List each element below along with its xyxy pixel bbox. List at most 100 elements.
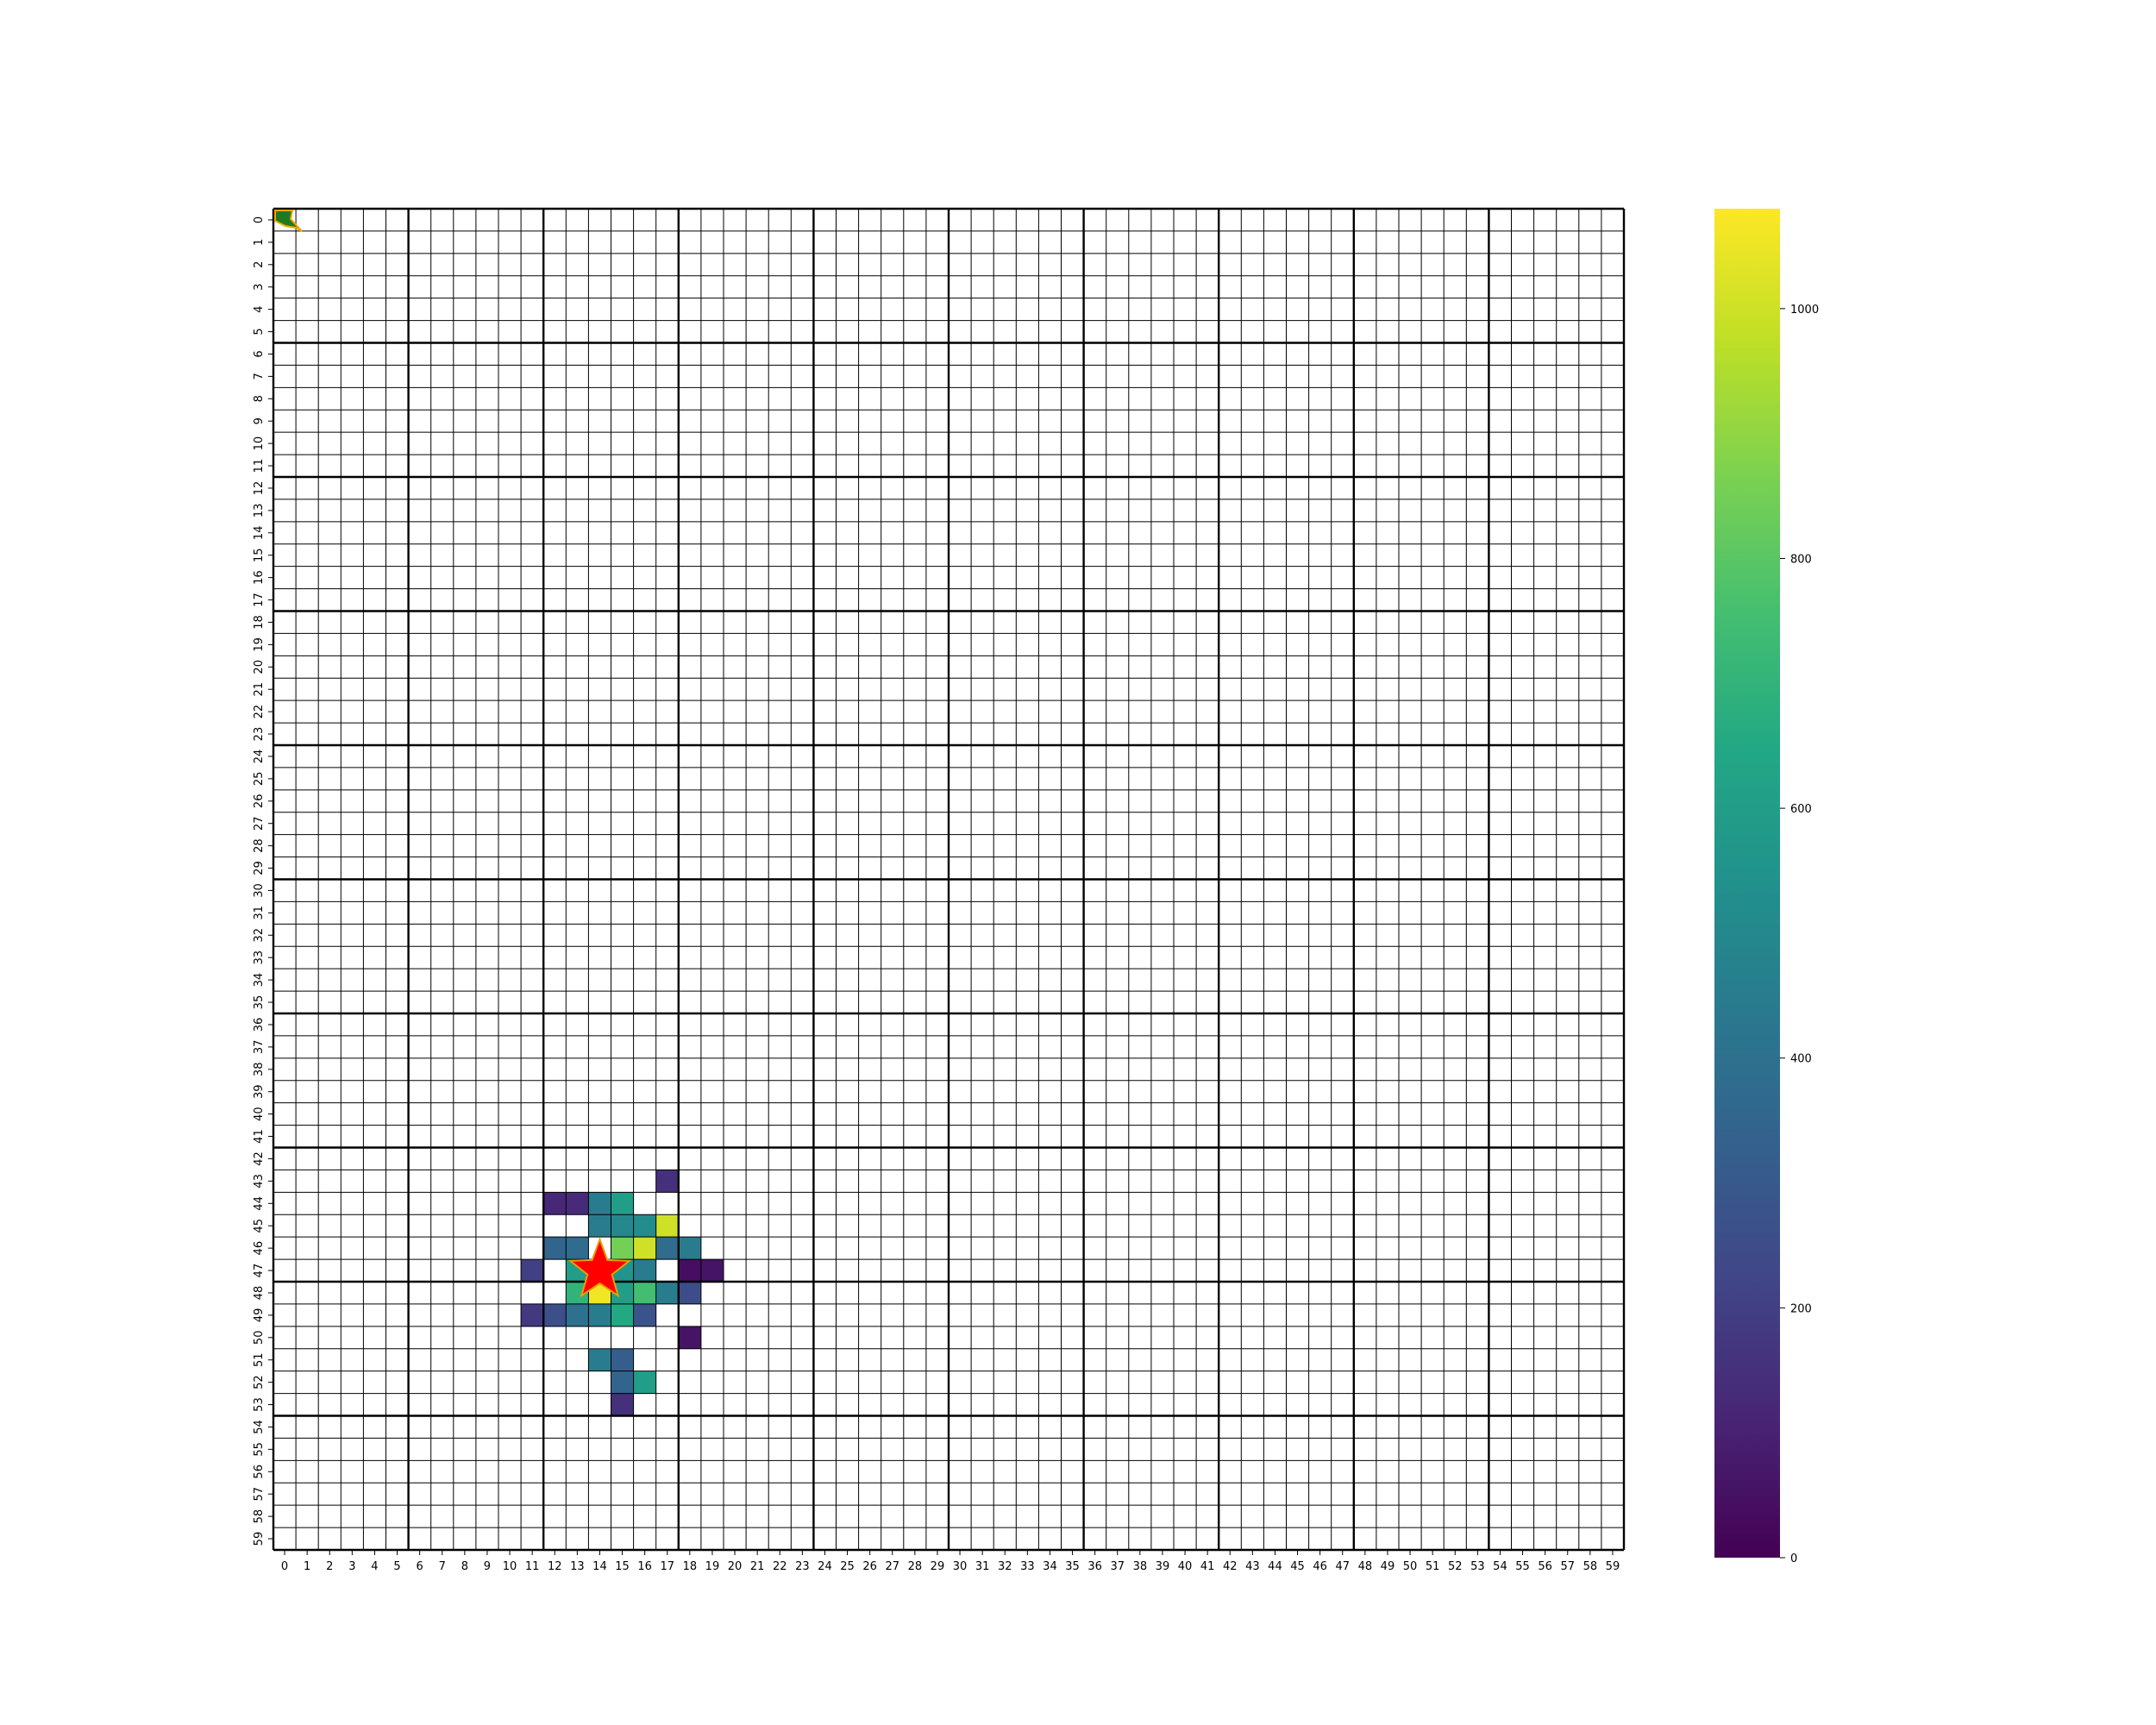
heatmap-cell: [655, 1170, 679, 1193]
x-tick-label: 33: [1020, 1560, 1035, 1573]
heatmap-cell: [611, 1192, 634, 1215]
heatmap-cells: [521, 1170, 724, 1416]
x-tick-label: 41: [1200, 1560, 1215, 1573]
x-tick-label: 34: [1043, 1560, 1057, 1573]
y-tick-label: 15: [253, 548, 266, 562]
y-axis-ticks: 0123456789101112131415161718192021222324…: [253, 216, 273, 1546]
arrow-marker: [274, 210, 303, 232]
y-tick-label: 49: [253, 1308, 266, 1323]
x-tick-label: 50: [1403, 1560, 1418, 1573]
heatmap-cell: [655, 1237, 679, 1260]
x-tick-label: 49: [1381, 1560, 1395, 1573]
x-tick-label: 58: [1583, 1560, 1598, 1573]
colorbar-tick-label: 0: [1790, 1552, 1797, 1565]
heatmap-cell: [611, 1214, 634, 1238]
y-tick-label: 0: [253, 216, 266, 223]
x-tick-label: 16: [637, 1560, 652, 1573]
y-tick-label: 47: [253, 1264, 266, 1278]
y-tick-label: 59: [253, 1532, 266, 1546]
y-tick-label: 50: [253, 1331, 266, 1346]
heatmap-cell: [678, 1237, 701, 1260]
x-tick-label: 43: [1245, 1560, 1260, 1573]
x-tick-label: 20: [728, 1560, 743, 1573]
heatmap-cell: [633, 1259, 656, 1282]
x-tick-label: 12: [548, 1560, 562, 1573]
y-tick-label: 27: [253, 816, 266, 831]
x-tick-label: 56: [1538, 1560, 1552, 1573]
colorbar-bar: [1714, 209, 1780, 1558]
y-tick-label: 16: [253, 570, 266, 585]
y-tick-label: 39: [253, 1084, 266, 1099]
heatmap-cell: [543, 1192, 567, 1215]
y-tick-label: 25: [253, 772, 266, 787]
x-tick-label: 18: [683, 1560, 698, 1573]
y-tick-label: 8: [253, 395, 266, 402]
x-tick-label: 14: [592, 1560, 607, 1573]
y-tick-label: 5: [253, 328, 266, 335]
heatmap-cell: [588, 1192, 611, 1215]
x-tick-label: 47: [1335, 1560, 1350, 1573]
y-tick-label: 45: [253, 1219, 266, 1233]
x-tick-label: 57: [1560, 1560, 1575, 1573]
heatmap-cell: [566, 1192, 589, 1215]
x-tick-label: 55: [1515, 1560, 1530, 1573]
y-tick-label: 11: [253, 459, 266, 474]
y-tick-label: 23: [253, 727, 266, 742]
x-tick-label: 19: [705, 1560, 720, 1573]
y-tick-label: 44: [253, 1196, 266, 1211]
x-tick-label: 35: [1065, 1560, 1080, 1573]
y-tick-label: 52: [253, 1375, 266, 1389]
grid-lines: [272, 207, 1626, 1552]
y-tick-label: 9: [253, 417, 266, 424]
colorbar-tick-label: 800: [1790, 553, 1812, 566]
x-tick-label: 36: [1087, 1560, 1102, 1573]
y-tick-label: 56: [253, 1465, 266, 1479]
x-tick-label: 52: [1448, 1560, 1463, 1573]
y-tick-label: 37: [253, 1040, 266, 1055]
heatmap-cell: [633, 1237, 656, 1260]
x-tick-label: 8: [461, 1560, 468, 1573]
x-tick-label: 4: [371, 1560, 378, 1573]
heatmap-cell: [588, 1348, 611, 1371]
y-tick-label: 53: [253, 1397, 266, 1412]
x-tick-label: 11: [525, 1560, 540, 1573]
x-tick-label: 17: [660, 1560, 674, 1573]
x-tick-label: 21: [750, 1560, 765, 1573]
x-tick-label: 30: [953, 1560, 968, 1573]
x-tick-label: 5: [393, 1560, 400, 1573]
colorbar-tick-label: 1000: [1790, 304, 1819, 317]
heatmap-cell: [543, 1303, 567, 1327]
x-tick-label: 24: [818, 1560, 832, 1573]
y-tick-label: 46: [253, 1241, 266, 1256]
x-tick-label: 10: [503, 1560, 517, 1573]
x-tick-label: 31: [975, 1560, 990, 1573]
y-tick-label: 36: [253, 1018, 266, 1032]
heatmap-cell: [611, 1393, 634, 1416]
heatmap-cell: [655, 1282, 679, 1304]
y-tick-label: 17: [253, 593, 266, 607]
y-tick-label: 32: [253, 928, 266, 943]
y-tick-label: 35: [253, 995, 266, 1010]
heatmap-cell: [633, 1214, 656, 1238]
y-tick-label: 10: [253, 436, 266, 451]
heatmap-cell: [633, 1371, 656, 1394]
heatmap-cell: [633, 1282, 656, 1304]
x-tick-label: 37: [1110, 1560, 1125, 1573]
y-tick-label: 18: [253, 615, 266, 630]
y-tick-label: 34: [253, 973, 266, 988]
heatmap-cell: [611, 1237, 634, 1260]
y-tick-label: 29: [253, 861, 266, 875]
colorbar-tick-label: 600: [1790, 803, 1812, 816]
y-tick-label: 6: [253, 350, 266, 357]
y-tick-label: 40: [253, 1107, 266, 1121]
heatmap-cell: [611, 1303, 634, 1327]
x-tick-label: 29: [931, 1560, 945, 1573]
y-tick-label: 22: [253, 705, 266, 719]
colorbar-tick-label: 400: [1790, 1053, 1812, 1066]
x-tick-label: 51: [1426, 1560, 1440, 1573]
x-tick-label: 1: [304, 1560, 310, 1573]
x-tick-label: 32: [998, 1560, 1012, 1573]
x-tick-label: 48: [1358, 1560, 1373, 1573]
y-tick-label: 48: [253, 1286, 266, 1301]
